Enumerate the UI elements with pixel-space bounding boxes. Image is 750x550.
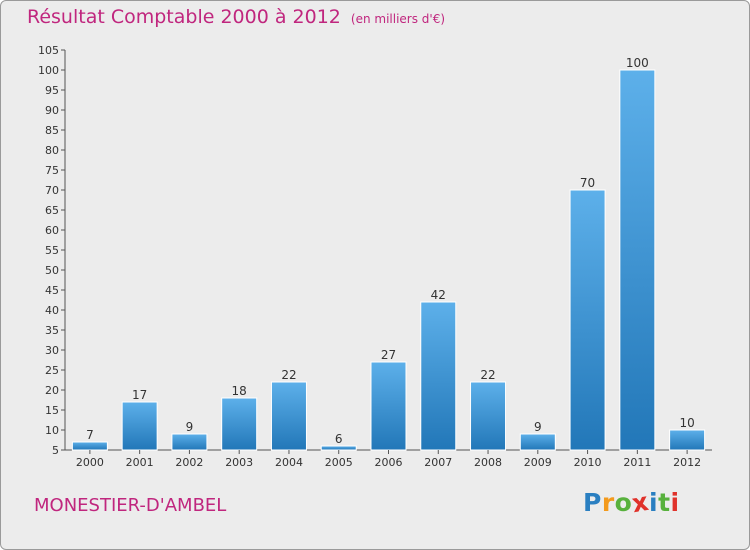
x-tick-label: 2002 xyxy=(175,456,203,469)
y-tick-label: 30 xyxy=(45,344,59,357)
bar-value-label: 100 xyxy=(626,56,649,70)
bar xyxy=(669,429,706,451)
x-tick-label: 2000 xyxy=(76,456,104,469)
bar xyxy=(270,381,307,451)
x-tick-label: 2003 xyxy=(225,456,253,469)
bar-value-label: 18 xyxy=(232,384,247,398)
x-tick-label: 2009 xyxy=(524,456,552,469)
bar xyxy=(171,433,208,451)
y-tick-label: 105 xyxy=(38,44,59,57)
bar xyxy=(320,445,357,451)
bar xyxy=(619,69,656,451)
y-tick-label: 15 xyxy=(45,404,59,417)
y-tick-label: 10 xyxy=(45,424,59,437)
x-tick-label: 2010 xyxy=(574,456,602,469)
bar xyxy=(470,381,507,451)
y-tick-label: 85 xyxy=(45,124,59,137)
bar xyxy=(71,441,108,451)
x-tick-label: 2012 xyxy=(673,456,701,469)
y-tick-label: 65 xyxy=(45,204,59,217)
logo-letter: r xyxy=(601,488,615,517)
y-tick-label: 35 xyxy=(45,324,59,337)
x-tick-label: 2011 xyxy=(623,456,651,469)
logo-letter: t xyxy=(658,488,671,517)
bar-value-label: 70 xyxy=(580,176,595,190)
proxiti-logo: Proxiti xyxy=(583,487,680,518)
bar-value-label: 6 xyxy=(335,432,343,446)
chart-title-text: Résultat Comptable 2000 à 2012 xyxy=(27,6,341,28)
bar xyxy=(370,361,407,451)
y-tick-label: 20 xyxy=(45,384,59,397)
bar-value-label: 17 xyxy=(132,388,147,402)
x-tick-label: 2005 xyxy=(325,456,353,469)
x-tick-label: 2008 xyxy=(474,456,502,469)
bar-value-label: 42 xyxy=(431,288,446,302)
bar-value-label: 22 xyxy=(480,368,495,382)
y-tick-label: 100 xyxy=(38,64,59,77)
bar-value-label: 27 xyxy=(381,348,396,362)
logo-letter: i xyxy=(670,488,680,517)
bar xyxy=(569,189,606,451)
y-tick-label: 80 xyxy=(45,144,59,157)
chart-unit: (en milliers d'€) xyxy=(350,12,446,26)
y-tick-label: 75 xyxy=(45,164,59,177)
x-tick-label: 2001 xyxy=(126,456,154,469)
x-tick-label: 2004 xyxy=(275,456,303,469)
bar-value-label: 9 xyxy=(534,420,542,434)
bar xyxy=(121,401,158,451)
y-tick-label: 50 xyxy=(45,264,59,277)
y-tick-label: 60 xyxy=(45,224,59,237)
bar-value-label: 22 xyxy=(281,368,296,382)
bar xyxy=(519,433,556,451)
logo-letter: o xyxy=(614,488,633,517)
bar-value-label: 7 xyxy=(86,428,94,442)
location-name: MONESTIER-D'AMBEL xyxy=(34,495,227,516)
x-tick-label: 2006 xyxy=(375,456,403,469)
y-tick-label: 5 xyxy=(52,444,59,457)
x-tick-label: 2007 xyxy=(424,456,452,469)
bar-value-label: 9 xyxy=(186,420,194,434)
y-tick-label: 45 xyxy=(45,284,59,297)
bar-value-label: 10 xyxy=(679,416,694,430)
y-tick-label: 95 xyxy=(45,84,59,97)
y-tick-label: 70 xyxy=(45,184,59,197)
chart-title: Résultat Comptable 2000 à 2012 (en millie… xyxy=(27,6,445,28)
y-tick-label: 25 xyxy=(45,364,59,377)
bar xyxy=(221,397,258,451)
y-tick-label: 90 xyxy=(45,104,59,117)
y-tick-label: 40 xyxy=(45,304,59,317)
bar xyxy=(420,301,457,451)
logo-letter: P xyxy=(583,488,602,517)
logo-letter: i xyxy=(649,488,659,517)
y-tick-label: 55 xyxy=(45,244,59,257)
